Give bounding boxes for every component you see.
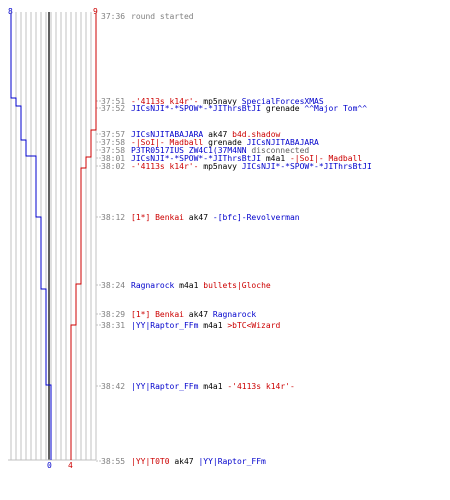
event-time: 38:01 (101, 154, 126, 163)
event-text-part: ak47 (183, 213, 213, 222)
event-time: 37:52 (101, 104, 126, 113)
event-text-part: mp5navy (198, 162, 242, 171)
event-text-part: -'4113s k14r'- (131, 97, 199, 106)
red-start-count: 9 (93, 7, 98, 16)
event-time: 38:02 (101, 162, 126, 171)
event-time: 38:31 (101, 321, 126, 330)
event-time: 38:24 (101, 281, 126, 290)
event-text-part: grenade (203, 138, 247, 147)
event-text-part: m4a1 (198, 382, 228, 391)
event-text-part: JICsNJITABAJARA (131, 130, 204, 139)
event-time: 37:58 (101, 138, 126, 147)
event-line: |YY|Raptor_FFm m4a1 -'4113s k14r'- (131, 382, 295, 391)
event-time: 37:36 (101, 12, 126, 21)
event-time: 37:51 (101, 97, 126, 106)
event-text-part: |YY|Raptor_FFm (198, 457, 266, 466)
event-text-part: -'4113s k14r'- (131, 162, 199, 171)
event-text-part: Ragnarock (212, 310, 257, 319)
event-text-part: JICsNJITABAJARA (246, 138, 319, 147)
event-line: [1*] Benkai ak47 -[bfc]-Revolverman (131, 213, 300, 222)
event-line: JICsNJITABAJARA ak47 b4d.shadow (131, 130, 280, 139)
event-text-part: >bTC<Wizard (227, 321, 281, 330)
event-text-part: JICsNJI*-*SPOW*-*JIThrsBtJI (241, 162, 372, 171)
event-text-part: round started (131, 12, 194, 21)
event-text-part: ak47 (169, 457, 199, 466)
event-text-part: ^^Major Tom^^ (304, 104, 368, 113)
blue-start-count: 8 (8, 7, 13, 16)
red-team-line (70, 14, 97, 460)
event-text-part: [1*] Benkai (131, 310, 184, 319)
event-line: [1*] Benkai ak47 Ragnarock (131, 310, 256, 319)
event-line: P3TR0517IUS ZW4C1(37M4NN disconnected (131, 146, 309, 155)
blue-end-count: 0 (47, 461, 52, 470)
event-text-part: |YY|T0T0 (131, 457, 170, 466)
event-time: 38:29 (101, 310, 126, 319)
event-text-part: mp5navy (198, 97, 242, 106)
event-text-part: JICsNJI*-*SPOW*-*JIThrsBtJI (131, 104, 262, 113)
event-text-part: bullets|Gloche (203, 281, 271, 290)
event-time: 37:57 (101, 130, 126, 139)
event-line: round started (131, 12, 194, 21)
event-line: JICsNJI*-*SPOW*-*JIThrsBtJI m4a1 -|SoI|-… (131, 154, 362, 163)
event-line: |YY|Raptor_FFm m4a1 >bTC<Wizard (131, 321, 280, 330)
event-time: 38:42 (101, 382, 126, 391)
event-text-part: -[bfc]-Revolverman (212, 213, 300, 222)
event-line: -'4113s k14r'- mp5navy JICsNJI*-*SPOW*-*… (131, 162, 372, 171)
event-text-part: ak47 (183, 310, 213, 319)
event-time: 37:58 (101, 146, 126, 155)
blue-team-line (10, 14, 52, 460)
event-text-part: m4a1 (198, 321, 228, 330)
red-end-count: 4 (68, 461, 73, 470)
event-line: Ragnarock m4a1 bullets|Gloche (131, 281, 271, 290)
event-text-part: grenade (261, 104, 305, 113)
event-text-part: JICsNJI*-*SPOW*-*JIThrsBtJI (131, 154, 262, 163)
event-text-part: [1*] Benkai (131, 213, 184, 222)
event-text-part: -|SoI|- Madball (289, 154, 363, 163)
event-line: -|SoI|- Madball grenade JICsNJITABAJARA (131, 138, 319, 147)
event-time: 38:12 (101, 213, 126, 222)
event-line: JICsNJI*-*SPOW*-*JIThrsBtJI grenade ^^Ma… (131, 104, 367, 113)
event-text-part: -|SoI|- Madball (131, 138, 204, 147)
event-line: -'4113s k14r'- mp5navy SpecialForcesXMAS (131, 97, 324, 106)
event-text-part: |YY|Raptor_FFm (131, 321, 199, 330)
event-text-part: b4d.shadow (232, 130, 281, 139)
event-line: |YY|T0T0 ak47 |YY|Raptor_FFm (131, 457, 266, 466)
event-text-part: -'4113s k14r'- (227, 382, 295, 391)
event-text-part: Ragnarock (131, 281, 175, 290)
event-text-part: SpecialForcesXMAS (241, 97, 324, 106)
event-text-part: disconnected (246, 146, 310, 155)
event-text-part: m4a1 (261, 154, 290, 163)
event-text-part: ak47 (203, 130, 233, 139)
event-text-part: m4a1 (174, 281, 204, 290)
event-text-part: |YY|Raptor_FFm (131, 382, 199, 391)
event-time: 38:55 (101, 457, 126, 466)
event-text-part: P3TR0517IUS ZW4C1(37M4NN (131, 146, 247, 155)
